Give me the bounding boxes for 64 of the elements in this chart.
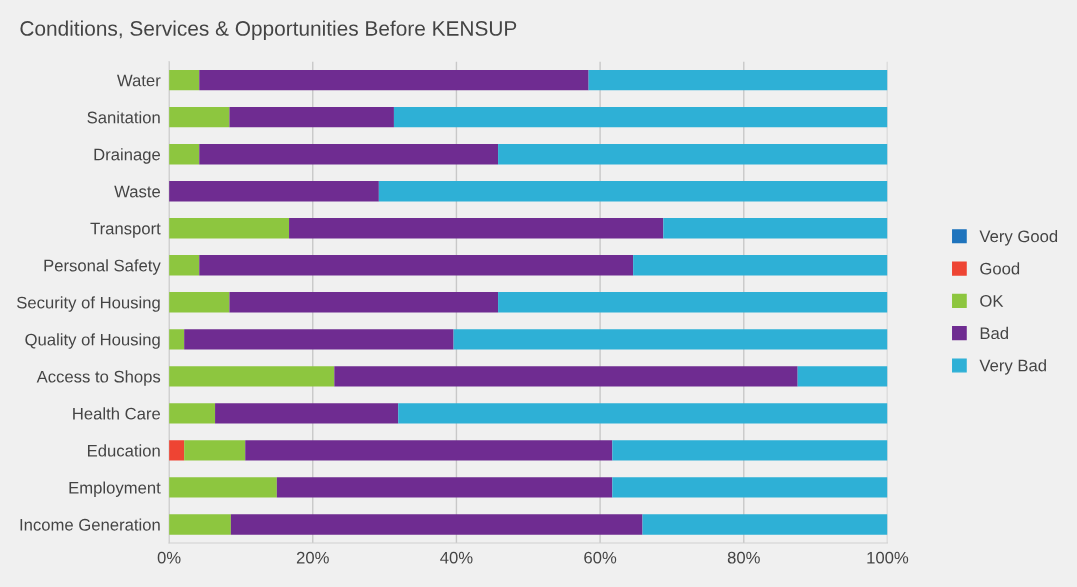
bar [229,292,499,313]
chart-title: Conditions, Services & Opportunities Before KENSUP [20,20,517,40]
x-tick-label: 40% [440,551,473,564]
y-tick-label: Security of Housing [17,296,160,312]
legend-label: Bad [980,326,1008,340]
bar [398,403,888,424]
y-tick-label: Income Generation [20,518,160,531]
bar [169,144,200,165]
x-tick-label: 100% [867,551,909,564]
bar [230,514,643,535]
x-tick-label: 60% [584,551,617,564]
bar [184,440,246,461]
legend-label: Very Good [979,230,1058,246]
y-tick-label: Personal Safety [44,259,161,275]
bar [229,106,394,128]
bar [169,366,335,387]
bar [199,69,589,91]
bar [169,329,185,350]
bar [612,477,888,498]
y-tick-label: Employment [69,481,161,497]
bar [289,218,664,239]
bar [663,218,888,239]
bar [276,477,613,498]
x-tick-label: 80% [727,551,760,564]
bar [169,440,185,461]
bar [245,440,613,461]
bar [393,106,888,128]
bar [199,144,499,165]
bar [453,329,888,350]
legend-label: OK [980,295,1004,307]
y-tick-label: Water [117,74,161,87]
x-tick-label: 0% [157,551,181,564]
y-tick-label: Transport [90,222,161,238]
bar [169,477,277,498]
bar [334,366,798,387]
bar [169,403,216,424]
bar [612,440,888,461]
y-tick-label: Quality of Housing [25,333,160,349]
bar [498,292,888,313]
bar [169,218,290,239]
y-tick-label: Education [88,444,160,457]
y-tick-label: Waste [114,185,161,198]
bar [169,514,231,535]
y-tick-label: Sanitation [87,111,160,124]
legend-label: Good [980,262,1020,275]
bar [184,329,454,350]
bar [169,69,200,91]
bar [169,181,379,202]
bar [215,403,399,424]
y-tick-label: Health Care [73,407,161,420]
bar [642,514,888,535]
bar [169,292,230,313]
bar [797,366,888,387]
y-tick-label: Drainage [94,148,161,164]
bar [633,255,888,276]
legend-label: Very Bad [979,359,1046,375]
bar [199,255,634,276]
bar [169,106,230,128]
bar [588,69,888,91]
y-tick-label: Access to Shops [36,370,161,386]
bar [378,181,888,202]
bar [169,255,200,276]
x-tick-label: 20% [296,551,329,564]
bar [498,144,888,165]
